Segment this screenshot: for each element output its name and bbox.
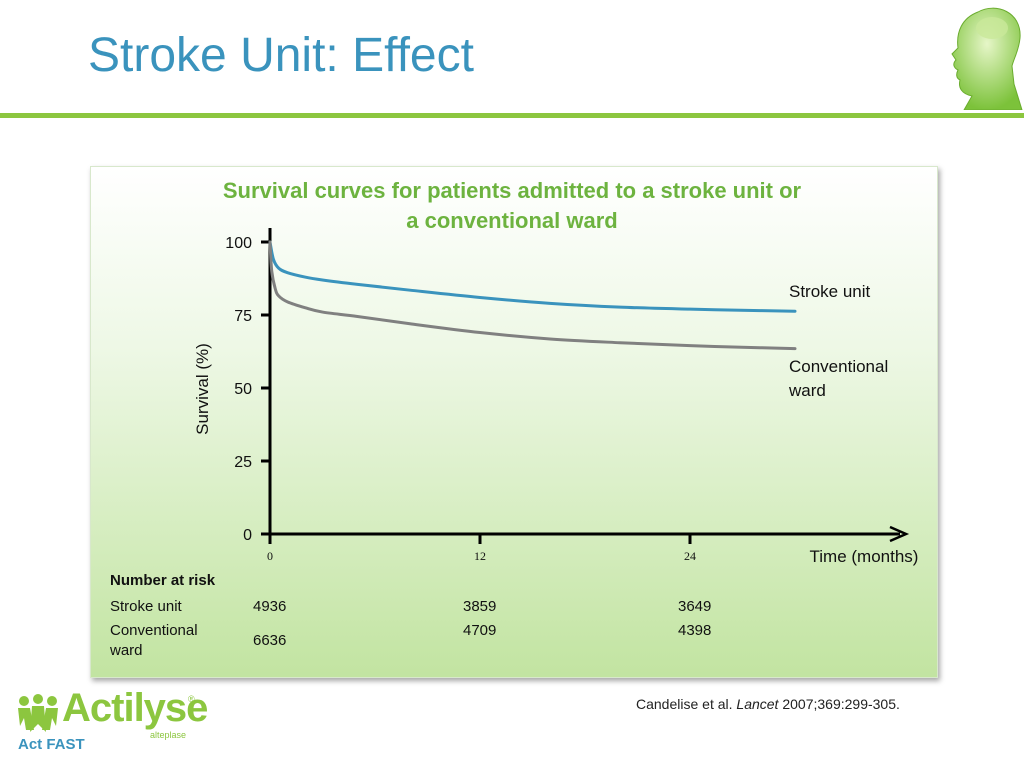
- registered-mark: ®: [188, 694, 195, 704]
- risk-row-label-conventional-line-1: Conventional: [110, 622, 198, 639]
- series-line-stroke-unit: [268, 240, 797, 313]
- y-tick-label-100: 100: [225, 235, 252, 252]
- x-tick-label-24: 24: [684, 549, 696, 563]
- citation-authors: Candelise et al.: [636, 696, 733, 712]
- actilyse-logo: Actilyse ® alteplase Act FAST: [16, 686, 208, 758]
- chart-panel: [90, 166, 938, 678]
- citation: Candelise et al. Lancet 2007;369:299-305…: [636, 696, 900, 712]
- series-label-conventional-line-2: ward: [788, 381, 826, 400]
- citation-ref: 2007;369:299-305.: [782, 696, 900, 712]
- risk-table-heading: Number at risk: [110, 572, 216, 589]
- x-tick-label-12: 12: [474, 549, 486, 563]
- series-label-conventional-line-1: Conventional: [789, 357, 888, 376]
- brain-head-icon: [951, 7, 1023, 110]
- y-axis-label: Survival (%): [193, 343, 212, 435]
- x-axis-arrow: [889, 525, 910, 543]
- risk-row-label-conventional-line-2: ward: [110, 642, 143, 659]
- risk-value-conventional-24: 4398: [678, 622, 712, 639]
- brand-tagline: Act FAST: [18, 736, 85, 753]
- chart-title-line-1: Survival curves for patients admitted to…: [222, 178, 802, 203]
- risk-value-stroke-0: 4936: [253, 598, 287, 615]
- citation-journal: Lancet: [736, 696, 779, 712]
- y-tick-label-0: 0: [243, 527, 252, 544]
- actilyse-figures-icon: [18, 694, 58, 732]
- chart-title-line-2: a conventional ward: [406, 208, 618, 233]
- y-tick-label-75: 75: [234, 308, 252, 325]
- y-tick-label-25: 25: [234, 454, 252, 471]
- series-line-conventional-ward: [268, 240, 797, 351]
- y-tick-label-50: 50: [234, 381, 252, 398]
- risk-value-conventional-12: 4709: [463, 622, 497, 639]
- x-axis-label: Time (months): [810, 547, 919, 566]
- x-tick-label-0: 0: [267, 549, 273, 563]
- title-divider: [0, 113, 1024, 118]
- risk-value-stroke-24: 3649: [678, 598, 712, 615]
- chart-title: Survival curves for patients admitted to…: [0, 176, 1024, 236]
- risk-value-conventional-0: 6636: [253, 632, 287, 649]
- series-label-stroke-unit: Stroke unit: [789, 282, 871, 301]
- slide-title: Stroke Unit: Effect: [88, 29, 474, 82]
- brand-name: Actilyse: [62, 686, 208, 730]
- risk-row-label-stroke-unit: Stroke unit: [110, 598, 182, 615]
- risk-value-stroke-12: 3859: [463, 598, 497, 615]
- brand-generic-name: alteplase: [150, 730, 187, 740]
